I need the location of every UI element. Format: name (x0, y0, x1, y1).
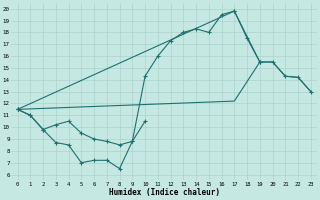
X-axis label: Humidex (Indice chaleur): Humidex (Indice chaleur) (109, 188, 220, 197)
